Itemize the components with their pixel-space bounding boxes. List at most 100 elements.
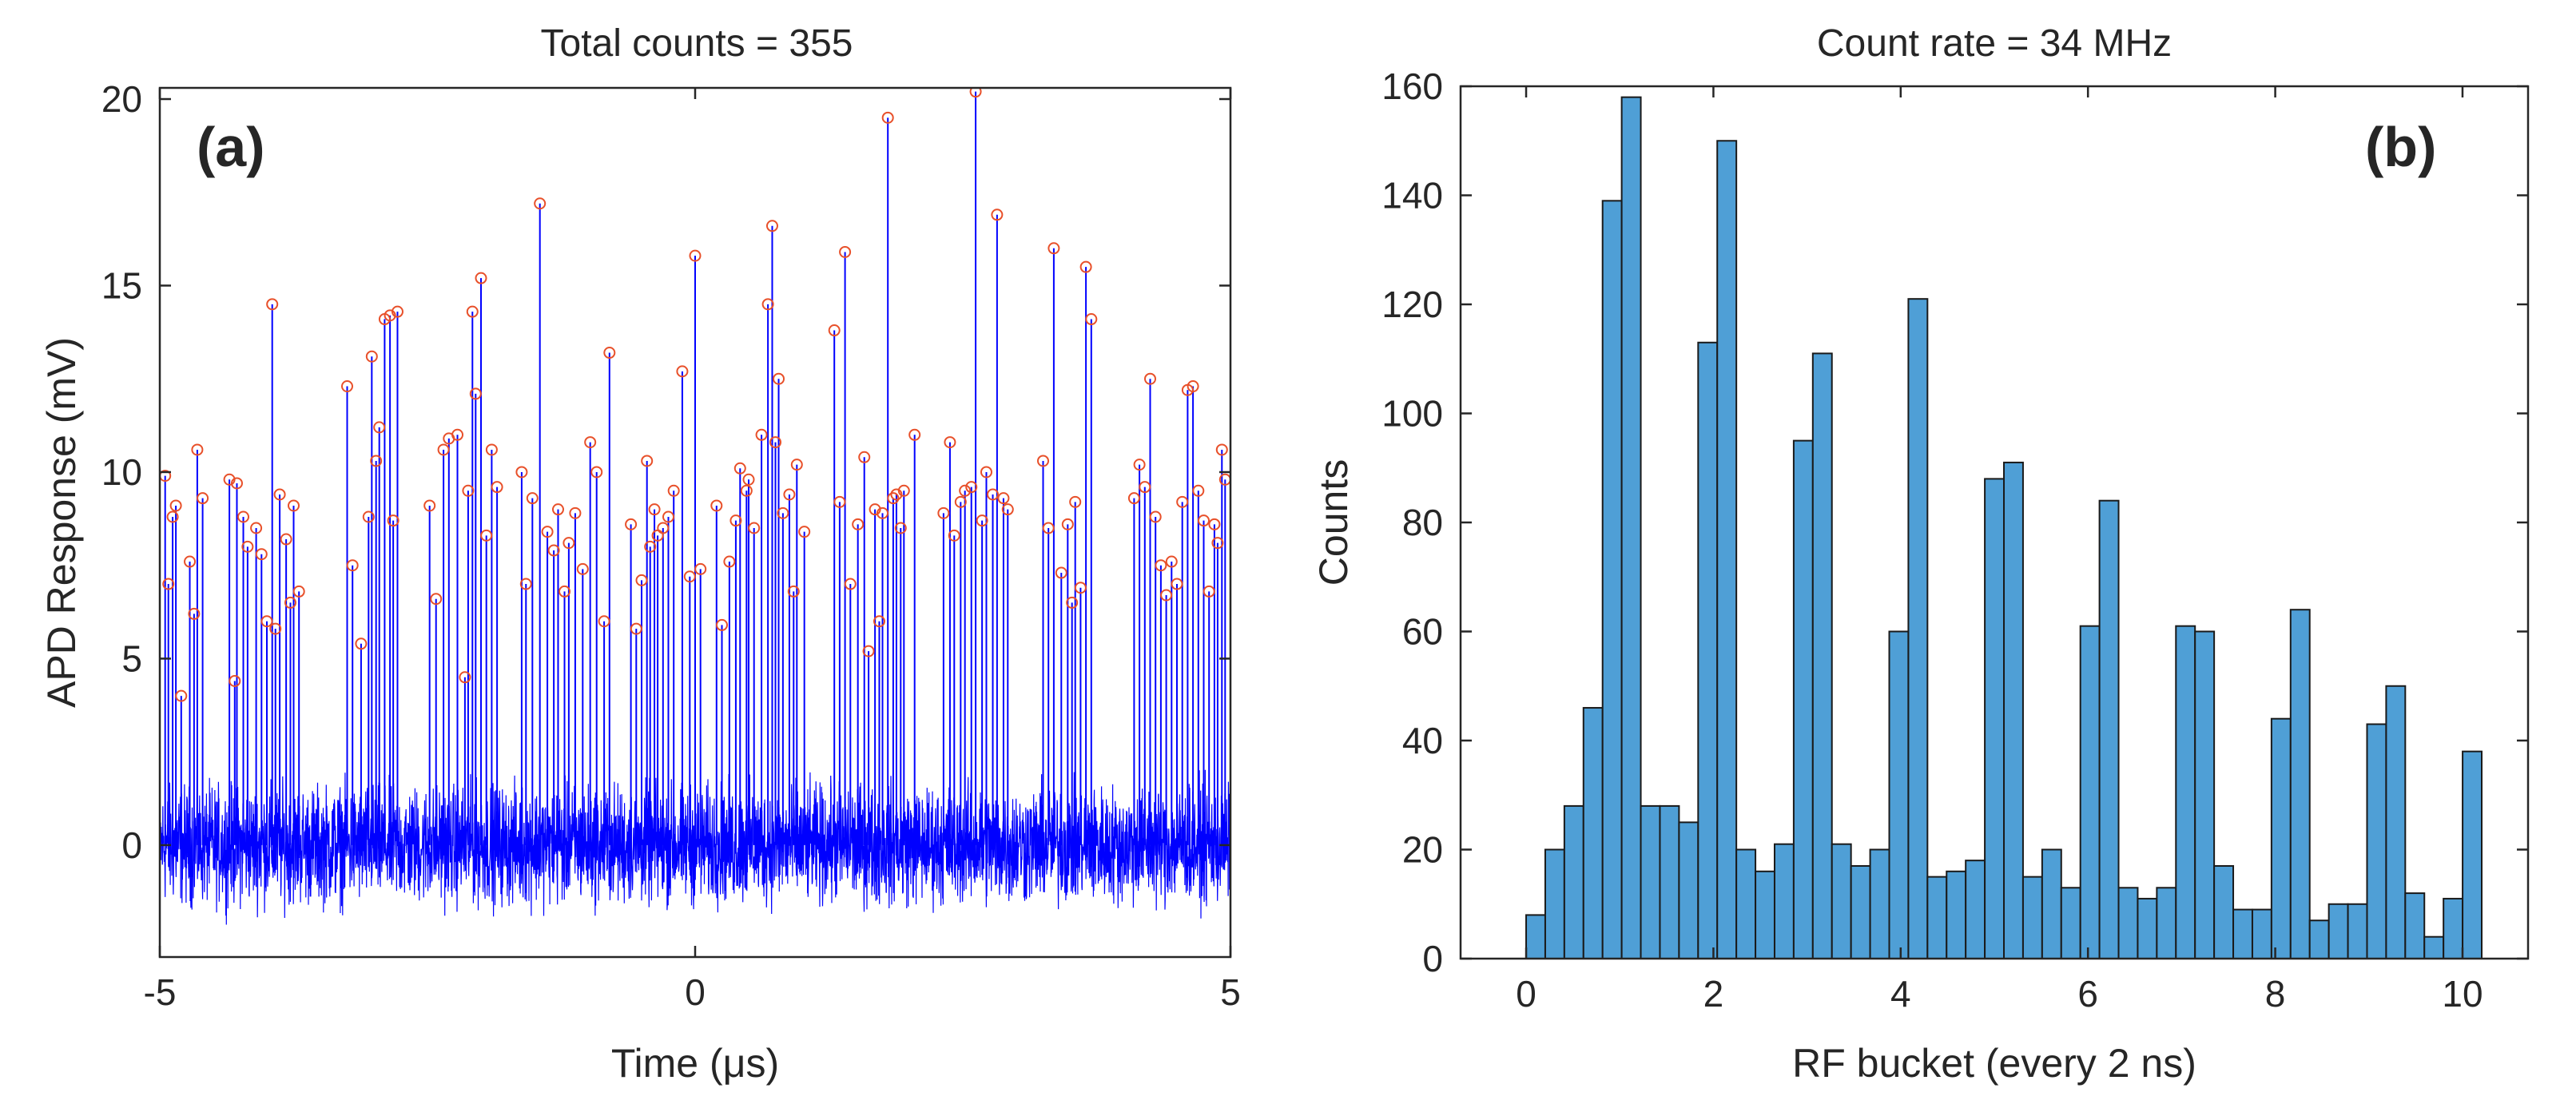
histogram-bar (2328, 903, 2349, 959)
peak-marker (1155, 559, 1167, 572)
peak-marker (641, 455, 654, 467)
peak-marker (547, 544, 560, 557)
peak-marker (828, 324, 841, 337)
y-tick-label: 40 (1402, 720, 1443, 761)
peak-marker (541, 526, 554, 538)
peak-marker (280, 533, 292, 546)
histogram-bar (2194, 630, 2216, 959)
x-tick-label: 0 (685, 971, 706, 1013)
peak-marker (948, 529, 960, 542)
y-tick-label: 15 (101, 264, 142, 306)
peak-marker (980, 466, 992, 479)
panel-a-trace-chart: Total counts = 355 -5 0 5 0 5 10 15 20 Time (μ… (39, 22, 1241, 1086)
y-tick-label: 80 (1402, 502, 1443, 543)
peak-marker (625, 518, 638, 530)
panel-a-x-ticks: -5 0 5 (144, 88, 1241, 1013)
peak-marker (559, 585, 571, 598)
peak-marker (451, 428, 464, 441)
peak-marker (266, 298, 279, 311)
panel-b-x-ticks: 0 2 4 6 8 10 (1516, 86, 2483, 1015)
peak-marker (1085, 313, 1098, 326)
peak-marker (430, 593, 443, 606)
histogram-bar (2366, 723, 2387, 960)
histogram-bar (2462, 750, 2483, 960)
y-tick-label: 160 (1381, 66, 1443, 107)
peak-marker (469, 387, 482, 400)
histogram-bar (1907, 298, 1929, 959)
histogram-bar (1965, 860, 1986, 960)
panel-a-title: Total counts = 355 (541, 22, 853, 65)
peak-marker (991, 209, 1004, 221)
peak-marker (355, 637, 368, 650)
histogram-bar (1773, 843, 1795, 960)
panel-a-x-label: Time (μs) (611, 1041, 779, 1086)
histogram-bar (1582, 707, 1604, 959)
x-tick-label: 8 (2265, 973, 2286, 1015)
histogram-bar (1811, 352, 1833, 959)
peak-marker (755, 428, 768, 441)
histogram-bar (1831, 843, 1852, 960)
peak-marker (765, 220, 778, 232)
peak-marker (292, 585, 305, 598)
peak-marker (1171, 578, 1183, 590)
peak-marker (534, 197, 547, 210)
peak-marker (1061, 518, 1074, 530)
peak-marker (890, 488, 903, 501)
peak-marker (790, 459, 803, 471)
peak-marker (683, 570, 696, 583)
histogram-bar (2156, 887, 2177, 960)
peak-marker (166, 510, 179, 523)
peak-marker (551, 503, 564, 516)
peak-marker (976, 514, 988, 527)
peak-marker (1069, 495, 1082, 508)
peak-marker (162, 578, 175, 590)
histogram-bar (2308, 919, 2330, 959)
histogram-bar (1697, 341, 1719, 959)
histogram-bar (1735, 848, 1757, 959)
peak-marker (241, 540, 254, 553)
histogram-bar (2443, 897, 2464, 960)
histogram-bar (2175, 625, 2196, 959)
peak-marker (897, 484, 910, 497)
peak-marker (1165, 555, 1178, 568)
peak-marker (370, 455, 383, 467)
peak-marker (844, 578, 857, 590)
peak-marker (1066, 596, 1079, 609)
peak-marker (959, 484, 972, 497)
peak-marker (459, 671, 471, 684)
peak-marker (197, 492, 209, 505)
y-tick-label: 120 (1381, 284, 1443, 325)
panel-b-title: Count rate = 34 MHz (1817, 22, 2172, 65)
peak-marker (365, 350, 378, 363)
peak-marker (466, 305, 479, 318)
peak-marker (635, 574, 648, 586)
peak-marker (1001, 503, 1014, 516)
histogram-bar (2232, 908, 2253, 959)
histogram-bar (1620, 96, 1642, 959)
peak-marker (250, 522, 263, 534)
peak-marker (1192, 484, 1205, 497)
peak-marker (1187, 380, 1199, 393)
peak-marker (1079, 260, 1092, 273)
peak-marker (881, 111, 894, 124)
peak-marker (288, 499, 300, 512)
histogram-bar (2289, 609, 2311, 959)
peak-marker (858, 451, 871, 463)
panel-a-y-ticks: 0 5 10 15 20 (101, 78, 1230, 866)
y-tick-label: 10 (101, 451, 142, 493)
peak-marker (761, 298, 774, 311)
peak-marker (423, 499, 436, 512)
peak-marker (894, 522, 907, 534)
histogram-bar (1888, 630, 1910, 959)
peak-marker (175, 689, 188, 702)
peak-marker (798, 526, 811, 538)
peak-marker (630, 622, 642, 635)
peak-marker (852, 518, 865, 530)
noise-trace-line (160, 769, 1230, 925)
peak-marker (255, 548, 268, 561)
peak-marker (1037, 455, 1049, 467)
peak-marker (485, 443, 498, 456)
peak-marker (1144, 372, 1156, 385)
peak-marker (873, 615, 885, 628)
peak-marker (723, 555, 736, 568)
